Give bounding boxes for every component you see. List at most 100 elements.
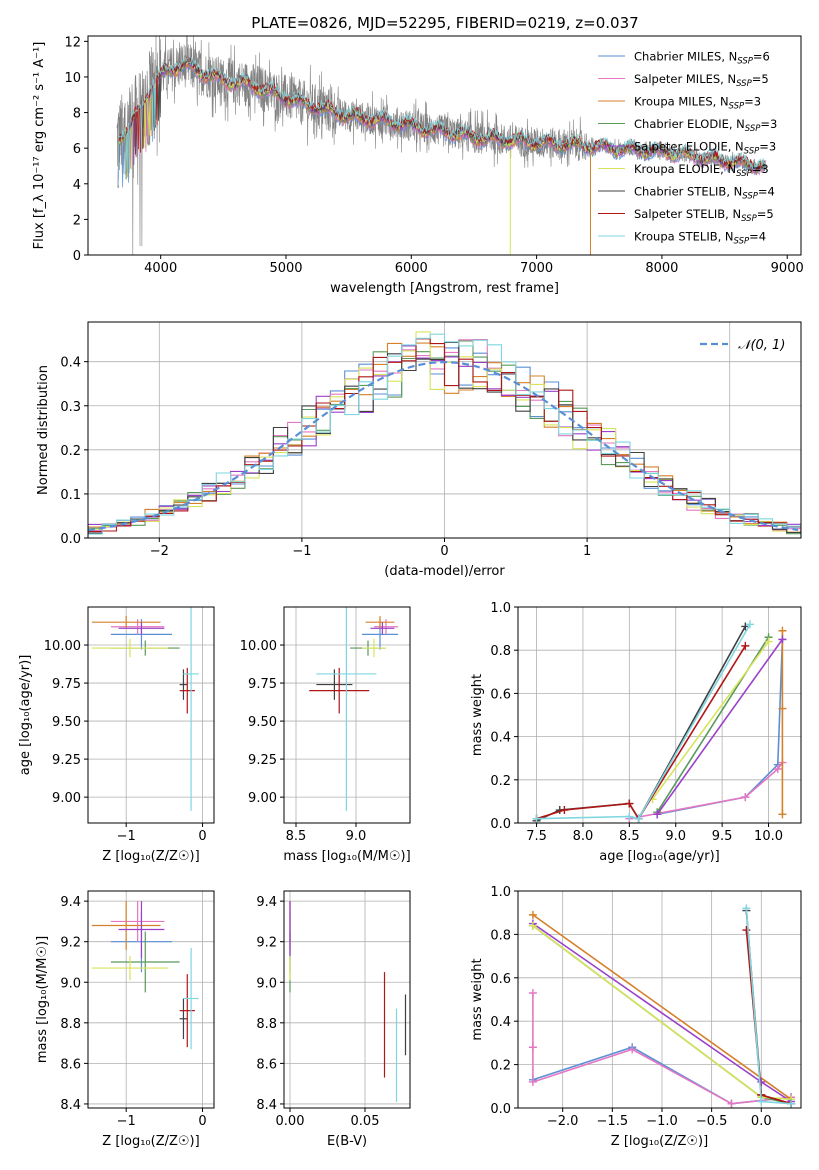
- y-tick-label: 9.2: [60, 936, 81, 951]
- mass-weight-marker: [528, 921, 537, 930]
- figure-title: PLATE=0826, MJD=52295, FIBERID=0219, z=0…: [251, 14, 638, 32]
- y-tick-label: 10: [64, 71, 81, 86]
- x-tick-label: 0: [198, 1114, 206, 1129]
- mass-weight-marker: [778, 810, 787, 819]
- y-tick-label: 1.0: [490, 885, 511, 900]
- mass-weight-marker: [773, 765, 782, 773]
- mass-weight-line: [536, 623, 751, 820]
- mass-weight-marker: [528, 910, 537, 919]
- plot-area: [289, 901, 407, 1102]
- mass-weight-marker: [532, 814, 541, 823]
- y-tick-label: 9.2: [256, 936, 277, 951]
- x-tick-label: −2.0: [547, 1114, 579, 1129]
- x-tick-label: 9000: [771, 261, 804, 276]
- legend-label: Kroupa STELIB, NSSP=4: [634, 230, 766, 247]
- mass-weight-line: [532, 993, 792, 1105]
- x-tick-label: 8.0: [573, 829, 594, 844]
- y-tick-label: 12: [64, 35, 81, 50]
- x-tick-label: −1: [292, 544, 311, 559]
- x-tick-label: 8.5: [619, 829, 640, 844]
- axes-frame: [283, 890, 411, 1109]
- x-tick-label: 5000: [269, 261, 302, 276]
- legend-label: Salpeter ELODIE, NSSP=3: [634, 140, 776, 157]
- panel-massweight_vs_age: 7.5 8.0 8.5 9.0 9.5 10.0 0.0 0.2 0.4 0.6 0.8 1.0 age…: [470, 601, 802, 864]
- mass-weight-marker: [787, 1099, 796, 1108]
- x-axis-label: Z [log₁₀(Z/Z☉)]: [611, 1134, 708, 1149]
- y-tick-label: 2: [73, 213, 81, 228]
- mass-weight-marker: [560, 806, 569, 815]
- mass-weight-marker: [742, 926, 751, 935]
- x-tick-label: 0: [198, 829, 206, 844]
- mass-weight-marker: [741, 793, 750, 802]
- y-tick-label: 8: [73, 107, 81, 122]
- y-tick-label: 0.6: [490, 687, 511, 702]
- plot-area: [91, 901, 199, 1050]
- y-tick-label: 4: [73, 178, 81, 193]
- y-tick-label: 8.6: [256, 1057, 277, 1072]
- x-tick-label: −0.5: [696, 1114, 728, 1129]
- mass-weight-marker: [741, 641, 750, 650]
- panel-massweight_vs_Z: −2.0 −1.5 −1.0 −0.5 0.0 0.0 0.2 0.4 0.6 0.8 1.0 Z […: [470, 885, 802, 1149]
- x-tick-label: 0.0: [751, 1114, 772, 1129]
- panel-mass_vs_Z: −1 0 8.4 8.6 8.8 9.0 9.2 9.4 Z [log₁₀(Z/Z☉)] mass…: [35, 890, 215, 1149]
- model-spectrum-line: [117, 54, 766, 186]
- plot-area: [91, 607, 199, 811]
- y-tick-label: 9.4: [60, 895, 81, 910]
- y-tick-label: 0.2: [60, 444, 81, 459]
- x-axis-label: E(B-V): [327, 1134, 367, 1149]
- mass-weight-marker: [625, 799, 634, 808]
- mass-weight-marker: [528, 988, 537, 997]
- x-axis-label: Z [log₁₀(Z/Z☉)]: [102, 849, 199, 864]
- y-axis-label: age [log₁₀(age/yr)]: [18, 655, 33, 776]
- y-tick-label: 6: [73, 142, 81, 157]
- legend-label: Kroupa MILES, NSSP=3: [634, 95, 761, 112]
- x-tick-label: 9.0: [665, 829, 686, 844]
- y-tick-label: 9.4: [256, 895, 277, 910]
- legend-label: Chabrier MILES, NSSP=6: [634, 50, 770, 67]
- x-axis-label: age [log₁₀(age/yr)]: [599, 849, 720, 864]
- y-tick-label: 0.0: [490, 1102, 511, 1117]
- y-tick-label: 8.8: [60, 1017, 81, 1032]
- x-tick-label: −1: [117, 1114, 136, 1129]
- x-tick-label: −1: [117, 829, 136, 844]
- y-tick-label: 8.4: [60, 1098, 81, 1113]
- x-tick-label: 0: [440, 544, 448, 559]
- mass-weight-marker: [764, 637, 773, 646]
- mass-weight-marker: [625, 812, 634, 821]
- y-tick-label: 9.75: [52, 677, 81, 692]
- y-tick-label: 9.50: [52, 715, 81, 730]
- mass-weight-marker: [628, 1045, 637, 1054]
- plot-area: [532, 620, 787, 823]
- x-axis-label: wavelength [Angstrom, rest frame]: [330, 281, 559, 296]
- x-tick-label: 9.0: [346, 829, 367, 844]
- plot-area: [528, 904, 796, 1108]
- mass-weight-line: [532, 914, 792, 1100]
- mass-weight-line: [629, 762, 784, 820]
- mass-weight-marker: [778, 635, 787, 644]
- x-tick-label: 9.5: [712, 829, 733, 844]
- y-tick-label: 9.0: [256, 976, 277, 991]
- x-tick-label: 2: [726, 544, 734, 559]
- y-tick-label: 0: [73, 249, 81, 264]
- y-tick-label: 0.6: [490, 972, 511, 987]
- x-tick-label: 8.5: [286, 829, 307, 844]
- panel-spectrum: 4000 5000 6000 7000 8000 9000 0 2 4 6 8 10 12 wavelen…: [32, 35, 804, 296]
- axes-frame: [517, 890, 802, 1109]
- y-tick-label: 0.4: [490, 731, 511, 746]
- y-tick-label: 0.4: [60, 356, 81, 371]
- y-tick-label: 0.3: [60, 400, 81, 415]
- y-tick-label: 1.0: [490, 601, 511, 616]
- legend-label: Chabrier ELODIE, NSSP=3: [634, 117, 777, 134]
- panel-residuals: −2 −1 0 1 2 0.0 0.1 0.2 0.3 0.4 (data-model)/error…: [36, 321, 802, 579]
- y-tick-label: 0.2: [490, 1059, 511, 1074]
- y-tick-label: 9.25: [52, 753, 81, 768]
- mass-weight-line: [656, 638, 784, 815]
- y-tick-label: 0.0: [490, 817, 511, 832]
- x-tick-label: 8000: [645, 261, 678, 276]
- y-tick-label: 0.8: [490, 644, 511, 659]
- axes-frame: [283, 606, 411, 824]
- y-axis-label: Normed distribution: [36, 365, 51, 495]
- axes-frame: [517, 606, 802, 824]
- y-tick-label: 9.00: [248, 791, 277, 806]
